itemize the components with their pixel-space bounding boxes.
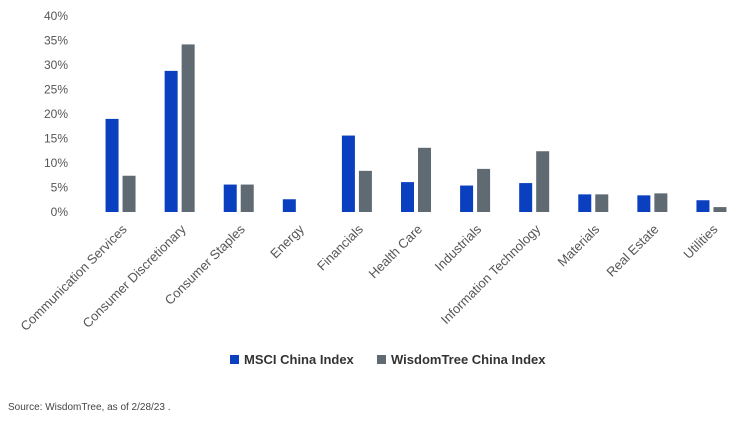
x-tick-label: Utilities (680, 221, 721, 262)
legend-label: WisdomTree China Index (391, 352, 546, 367)
bar-wisdomtree (477, 168, 491, 212)
bar-wisdomtree (654, 193, 668, 212)
x-tick-label: Industrials (432, 221, 485, 274)
bar-wisdomtree (418, 147, 431, 212)
bar-wisdomtree (713, 207, 727, 212)
y-tick-label: 10% (44, 156, 68, 170)
bars (105, 44, 727, 212)
bar-chart: 0% 5% 10% 15% 20% 25% 30% 35% 40% Communication … (17, 9, 727, 367)
y-tick-label: 40% (44, 9, 68, 23)
x-tick-label: Energy (267, 221, 307, 261)
bar-msci (401, 182, 414, 212)
bar-msci (460, 185, 474, 212)
legend: MSCI China Index WisdomTree China Index (230, 352, 546, 367)
bar-wisdomtree (240, 184, 254, 212)
x-tick-label: Information Technology (438, 221, 544, 327)
bar-msci (105, 118, 119, 212)
bar-wisdomtree (595, 194, 609, 212)
y-tick-label: 25% (44, 83, 68, 97)
y-tick-label: 30% (44, 58, 68, 72)
bar-wisdomtree (181, 44, 195, 212)
y-tick-label: 5% (51, 181, 69, 195)
bar-msci (578, 194, 592, 212)
bar-msci (519, 183, 533, 212)
y-axis: 0% 5% 10% 15% 20% 25% 30% 35% 40% (44, 9, 68, 219)
y-tick-label: 0% (51, 205, 69, 219)
x-tick-label: Materials (554, 221, 602, 269)
x-tick-label: Communication Services (17, 221, 130, 334)
bar-msci (282, 199, 296, 212)
bar-wisdomtree (122, 175, 136, 212)
legend-label: MSCI China Index (244, 352, 355, 367)
bar-wisdomtree (536, 151, 550, 212)
bar-msci (637, 195, 651, 212)
legend-swatch (377, 355, 386, 364)
y-tick-label: 20% (44, 107, 68, 121)
x-tick-label: Health Care (365, 222, 425, 282)
y-tick-label: 15% (44, 132, 68, 146)
bar-msci (696, 200, 710, 212)
legend-swatch (230, 355, 239, 364)
source-note: Source: WisdomTree, as of 2/28/23 . (8, 402, 171, 413)
y-tick-label: 35% (44, 34, 68, 48)
x-tick-label: Real Estate (603, 222, 661, 280)
bar-msci (164, 70, 178, 212)
bar-msci (223, 184, 237, 212)
bar-wisdomtree (358, 170, 372, 212)
bar-msci (341, 135, 355, 212)
x-tick-label: Financials (314, 221, 366, 273)
x-tick-label: Consumer Discretionary (80, 221, 190, 331)
